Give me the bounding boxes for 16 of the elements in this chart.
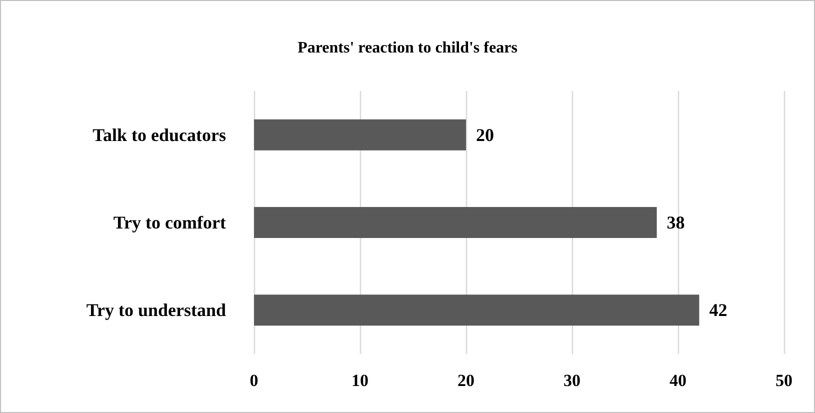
chart-title: Parents' reaction to child's fears: [298, 40, 518, 56]
x-tick-label: 40: [670, 371, 686, 390]
bar: [254, 119, 466, 150]
bar: [254, 207, 657, 238]
x-tick-label: 0: [250, 371, 258, 390]
x-tick-label: 10: [352, 371, 368, 390]
bar: [254, 294, 700, 326]
y-tick-label: Talk to educators: [92, 124, 226, 145]
x-tick-label: 30: [564, 371, 580, 390]
x-tick-label: 50: [776, 371, 792, 390]
data-label: 42: [709, 300, 728, 320]
y-tick-label: Try to comfort: [113, 212, 226, 232]
data-label: 38: [666, 212, 685, 232]
data-label: 20: [476, 124, 494, 145]
x-tick-label: 20: [458, 371, 474, 390]
y-tick-label: Try to understand: [86, 300, 226, 320]
